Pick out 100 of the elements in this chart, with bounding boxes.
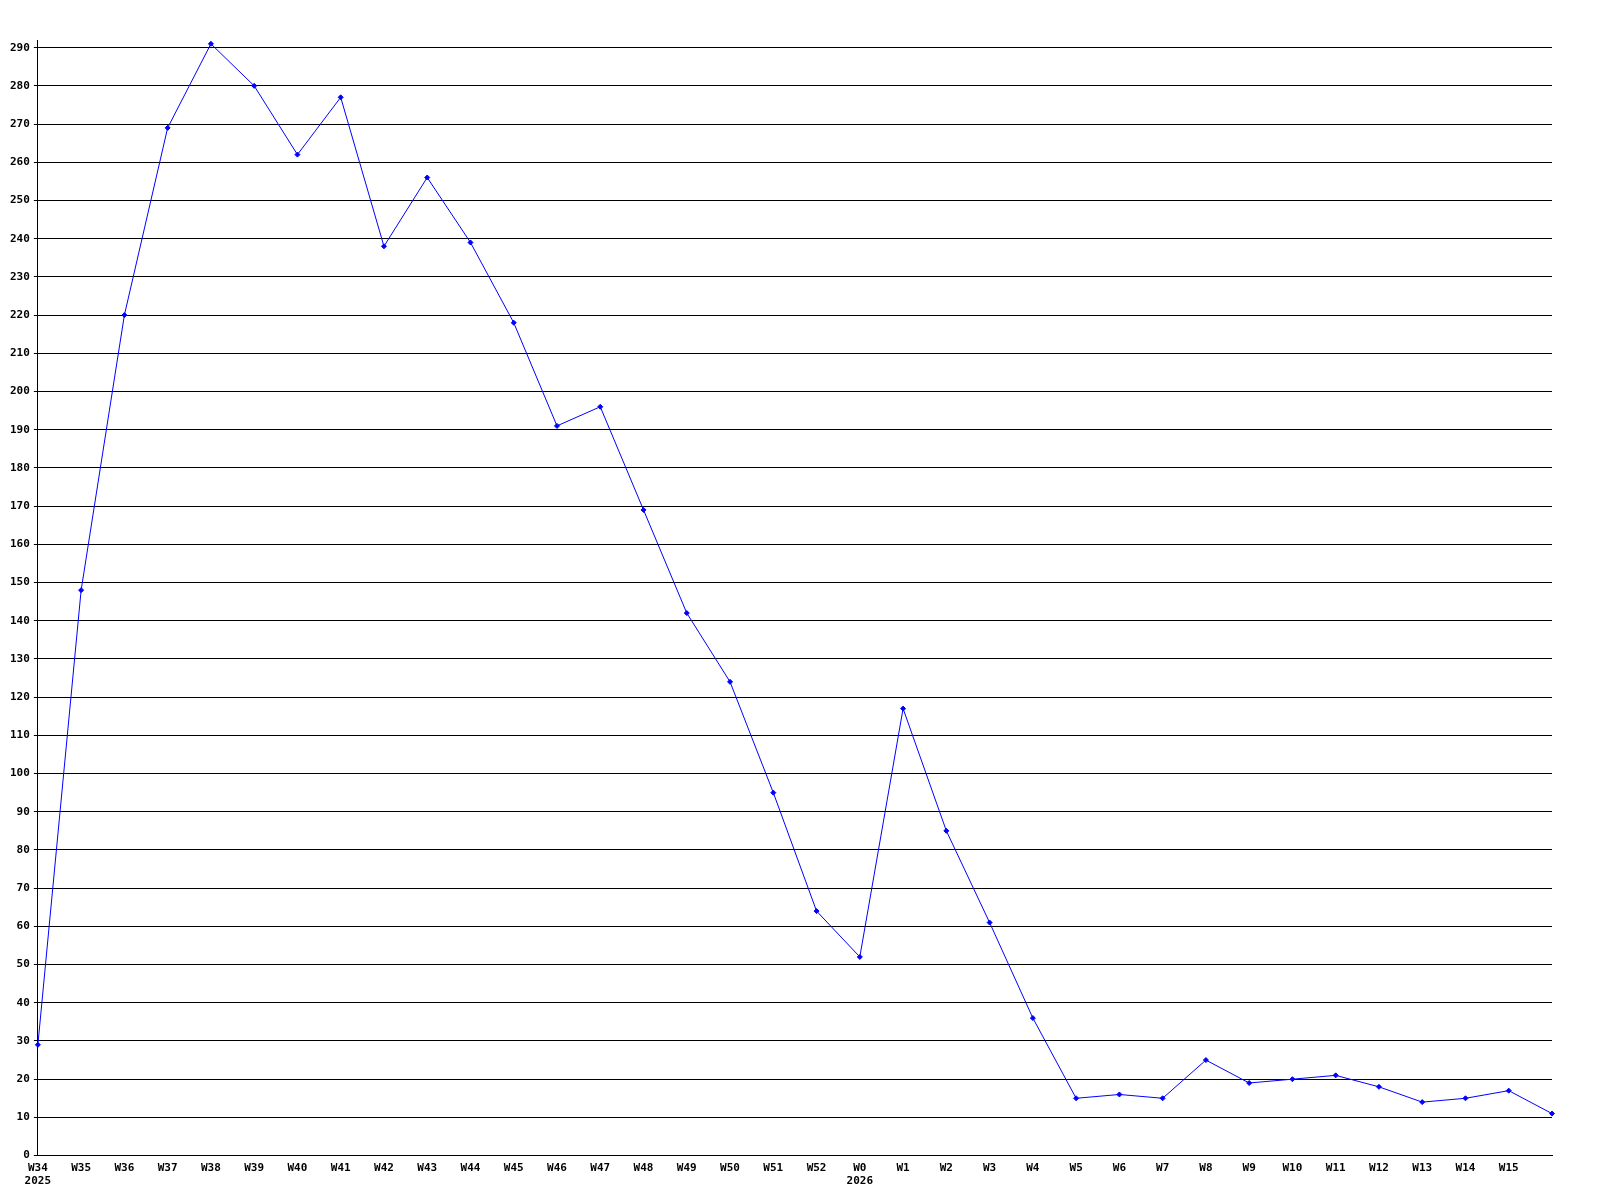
y-tick-label: 290 bbox=[9, 40, 30, 54]
x-tick-label: W6 bbox=[1112, 1161, 1127, 1175]
y-tick-label: 260 bbox=[9, 155, 30, 169]
point bbox=[1073, 1095, 1080, 1102]
y-tick-label: 50 bbox=[16, 957, 30, 971]
point bbox=[424, 174, 431, 181]
y-tick-label: 140 bbox=[9, 613, 30, 627]
x-tick-label: W10 bbox=[1282, 1161, 1303, 1175]
y-tick-label: 280 bbox=[9, 78, 30, 92]
x-tick-label: W43 bbox=[417, 1161, 438, 1175]
point bbox=[1116, 1091, 1123, 1098]
y-tick-label: 110 bbox=[9, 728, 30, 742]
y-tick-label: 200 bbox=[9, 384, 30, 398]
y-tick-label: 180 bbox=[9, 460, 30, 474]
point bbox=[1246, 1080, 1253, 1087]
x-tick-label: W41 bbox=[330, 1161, 351, 1175]
x-tick-label: W15 bbox=[1498, 1161, 1519, 1175]
point bbox=[1159, 1095, 1166, 1102]
y-tick-label: 160 bbox=[9, 537, 30, 551]
y-tick-label: 270 bbox=[9, 116, 30, 130]
x-tick-label: W7 bbox=[1156, 1161, 1170, 1175]
y-tick-label: 120 bbox=[9, 689, 30, 703]
x-tick-label: W34 2025 bbox=[24, 1161, 52, 1188]
point bbox=[251, 82, 258, 89]
x-tick-label: W37 bbox=[157, 1161, 178, 1175]
y-tick-label: 40 bbox=[16, 995, 30, 1009]
y-tick-label: 150 bbox=[9, 575, 30, 589]
point bbox=[1505, 1087, 1512, 1094]
y-tick-label: 70 bbox=[16, 881, 30, 895]
x-tick-label: W11 bbox=[1325, 1161, 1346, 1175]
point bbox=[943, 827, 950, 834]
point bbox=[640, 506, 647, 513]
point bbox=[986, 919, 993, 926]
x-tick-label: W50 bbox=[720, 1161, 740, 1175]
point bbox=[121, 312, 128, 319]
point bbox=[1332, 1072, 1339, 1079]
point bbox=[900, 705, 907, 712]
y-tick-label: 60 bbox=[16, 919, 30, 933]
point bbox=[856, 953, 863, 960]
x-tick-label: W48 bbox=[633, 1161, 654, 1175]
y-tick-label: 30 bbox=[16, 1033, 30, 1047]
x-tick-label: W13 bbox=[1412, 1161, 1433, 1175]
x-tick-label: W8 bbox=[1199, 1161, 1213, 1175]
x-tick-label: W1 bbox=[896, 1161, 911, 1175]
y-tick-label: 190 bbox=[9, 422, 30, 436]
y-tick-label: 240 bbox=[9, 231, 30, 245]
point bbox=[164, 124, 171, 131]
point bbox=[294, 151, 301, 158]
x-tick-label: W40 bbox=[287, 1161, 308, 1175]
y-tick-label: 100 bbox=[9, 766, 30, 780]
y-tick-label: 250 bbox=[9, 193, 30, 207]
point bbox=[1375, 1083, 1382, 1090]
x-tick-label: W0 2026 bbox=[846, 1161, 874, 1188]
x-tick-label: W36 bbox=[114, 1161, 135, 1175]
x-tick-label: W51 bbox=[763, 1161, 784, 1175]
y-tick-label: 210 bbox=[9, 346, 30, 360]
x-tick-label: W9 bbox=[1242, 1161, 1256, 1175]
x-tick-label: W5 bbox=[1069, 1161, 1083, 1175]
point bbox=[1462, 1095, 1469, 1102]
point bbox=[1202, 1057, 1209, 1064]
point bbox=[597, 403, 604, 410]
y-tick-label: 0 bbox=[23, 1148, 30, 1162]
y-tick-label: 130 bbox=[9, 651, 30, 665]
x-tick-label: W52 bbox=[806, 1161, 827, 1175]
point bbox=[727, 678, 734, 685]
point bbox=[1289, 1076, 1296, 1083]
x-tick-label: W42 bbox=[374, 1161, 394, 1175]
x-tick-label: W12 bbox=[1369, 1161, 1389, 1175]
x-tick-label: W38 bbox=[200, 1161, 221, 1175]
point bbox=[510, 319, 517, 326]
point bbox=[683, 610, 690, 617]
point bbox=[78, 587, 85, 594]
x-tick-label: W44 bbox=[460, 1161, 481, 1175]
y-tick-label: 230 bbox=[9, 269, 30, 283]
x-tick-label: W14 bbox=[1455, 1161, 1476, 1175]
y-tick-label: 90 bbox=[16, 804, 30, 818]
x-tick-label: W46 bbox=[547, 1161, 568, 1175]
y-tick-label: 170 bbox=[9, 498, 30, 512]
x-tick-label: W2 bbox=[939, 1161, 953, 1175]
point bbox=[554, 422, 560, 429]
point bbox=[1029, 1015, 1036, 1022]
y-tick-label: 80 bbox=[16, 842, 30, 856]
point bbox=[1419, 1099, 1426, 1106]
x-tick-label: W47 bbox=[590, 1161, 611, 1175]
y-tick-label: 20 bbox=[16, 1072, 30, 1086]
point bbox=[467, 239, 474, 246]
x-tick-label: W45 bbox=[503, 1161, 524, 1175]
point bbox=[337, 94, 344, 101]
point bbox=[770, 789, 777, 796]
y-tick-label: 10 bbox=[16, 1110, 30, 1124]
point bbox=[34, 1041, 41, 1048]
x-tick-label: W39 bbox=[244, 1161, 265, 1175]
x-tick-label: W4 bbox=[1026, 1161, 1040, 1175]
point bbox=[380, 243, 387, 250]
point bbox=[207, 40, 214, 47]
x-tick-label: W49 bbox=[676, 1161, 697, 1175]
point bbox=[813, 908, 820, 915]
y-tick-label: 220 bbox=[9, 307, 30, 321]
x-tick-label: W3 bbox=[982, 1161, 997, 1175]
x-tick-label: W35 bbox=[71, 1161, 92, 1175]
